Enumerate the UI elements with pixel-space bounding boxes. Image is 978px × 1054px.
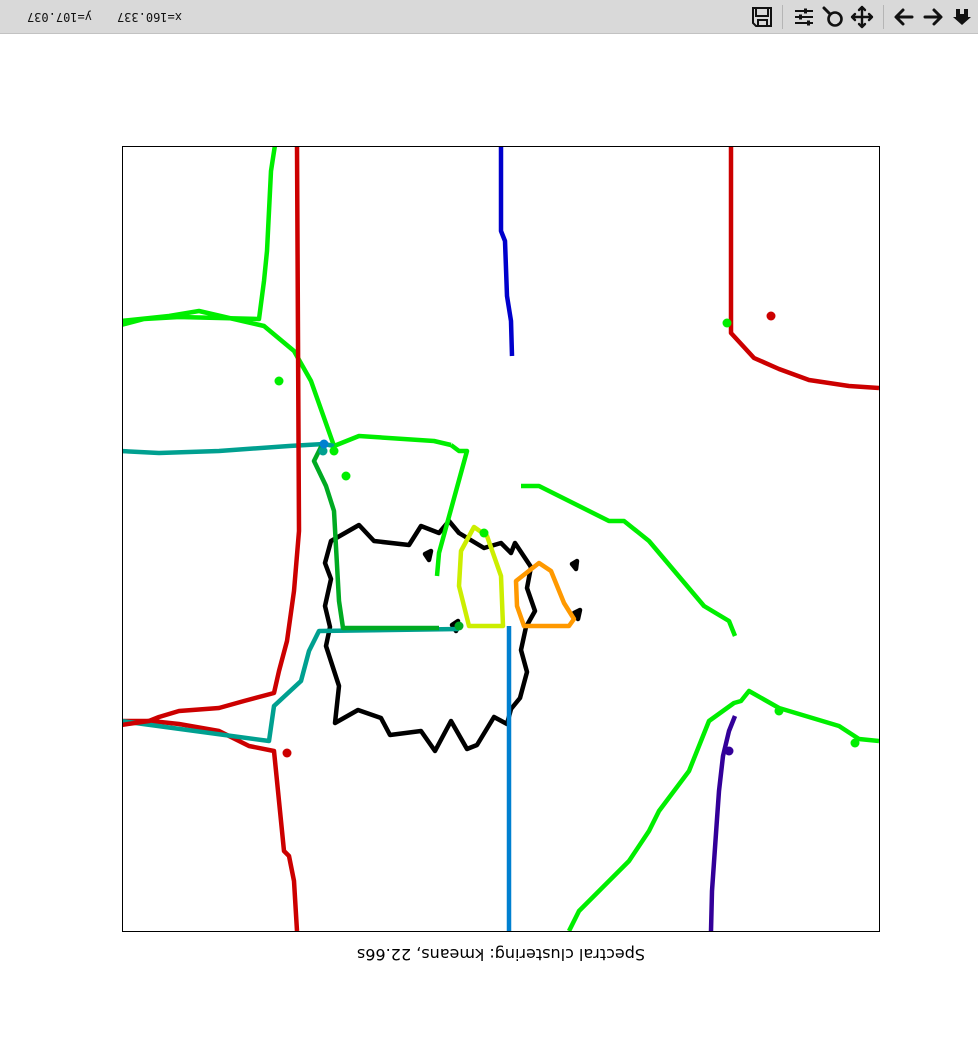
toolbar-separator bbox=[782, 5, 783, 29]
contour-boundary-hole-2 bbox=[422, 548, 434, 563]
contour-fragment-dot bbox=[850, 738, 860, 748]
contour-boundary-red-bottomright bbox=[122, 718, 300, 931]
zoom-button[interactable] bbox=[820, 4, 846, 30]
contour-fragment-dot bbox=[319, 439, 329, 449]
navigation-toolbar: x=160.337 y=107.037 bbox=[0, 0, 978, 34]
cursor-y-readout: y=107.037 bbox=[26, 10, 92, 24]
save-icon bbox=[752, 7, 772, 27]
zoom-icon bbox=[822, 6, 843, 27]
contour-boundary-green-centerleft bbox=[434, 443, 470, 577]
contour-fragment-dot bbox=[774, 706, 784, 716]
contour-fragment-dot bbox=[454, 621, 464, 631]
plot-title: Spectral clustering: kmeans, 22.66s bbox=[356, 945, 646, 964]
contour-boundary-outline bbox=[322, 518, 538, 754]
contour-boundary-green-topleft bbox=[122, 308, 452, 449]
contour-fragment-dot bbox=[329, 446, 339, 456]
contour-boundary-darkgreen bbox=[311, 439, 439, 631]
contour-boundary-yellow bbox=[456, 524, 506, 629]
forward-button[interactable] bbox=[891, 4, 917, 30]
contour-boundary-indigo bbox=[708, 715, 738, 931]
plot-axes[interactable] bbox=[122, 146, 880, 932]
forward-icon bbox=[894, 8, 914, 26]
pan-icon bbox=[850, 5, 874, 29]
contour-fragment-dot bbox=[282, 748, 292, 758]
contour-fragment-dot bbox=[766, 311, 776, 321]
contour-fragment-dot bbox=[479, 528, 489, 538]
contour-boundary-red-bottomleft bbox=[122, 146, 302, 728]
contour-boundary-teal-lower bbox=[122, 626, 460, 744]
contour-boundary-hole-4 bbox=[569, 558, 580, 572]
cursor-x-readout: x=160.337 bbox=[116, 10, 182, 24]
home-icon bbox=[953, 9, 971, 25]
configure-subplots-icon bbox=[795, 8, 813, 26]
contour-boundary-green-upperleft bbox=[122, 146, 278, 328]
contour-boundary-hole-3 bbox=[571, 607, 583, 622]
contour-boundary-green-topright bbox=[521, 483, 738, 637]
segmentation-plot bbox=[122, 146, 879, 931]
back-icon bbox=[923, 8, 943, 26]
contour-fragment-dot bbox=[722, 318, 732, 328]
contour-boundary-blue-top bbox=[498, 146, 515, 357]
contour-boundary-green-bottomright bbox=[566, 688, 879, 931]
back-button[interactable] bbox=[920, 4, 946, 30]
toolbar-separator bbox=[883, 5, 884, 29]
contour-boundary-teal-left bbox=[122, 441, 335, 456]
contour-fragment-dot bbox=[274, 376, 284, 386]
home-button[interactable] bbox=[949, 4, 975, 30]
contour-boundary-orange bbox=[513, 560, 577, 629]
contour-fragment-dot bbox=[318, 446, 328, 456]
contour-boundary-red-topright bbox=[728, 146, 879, 391]
figure-canvas: Spectral clustering: kmeans, 22.66s bbox=[0, 34, 978, 1054]
save-button[interactable] bbox=[749, 4, 775, 30]
contour-fragment-dot bbox=[341, 471, 351, 481]
contour-fragment-dot bbox=[724, 746, 734, 756]
configure-subplots-button[interactable] bbox=[791, 4, 817, 30]
pan-button[interactable] bbox=[849, 4, 875, 30]
